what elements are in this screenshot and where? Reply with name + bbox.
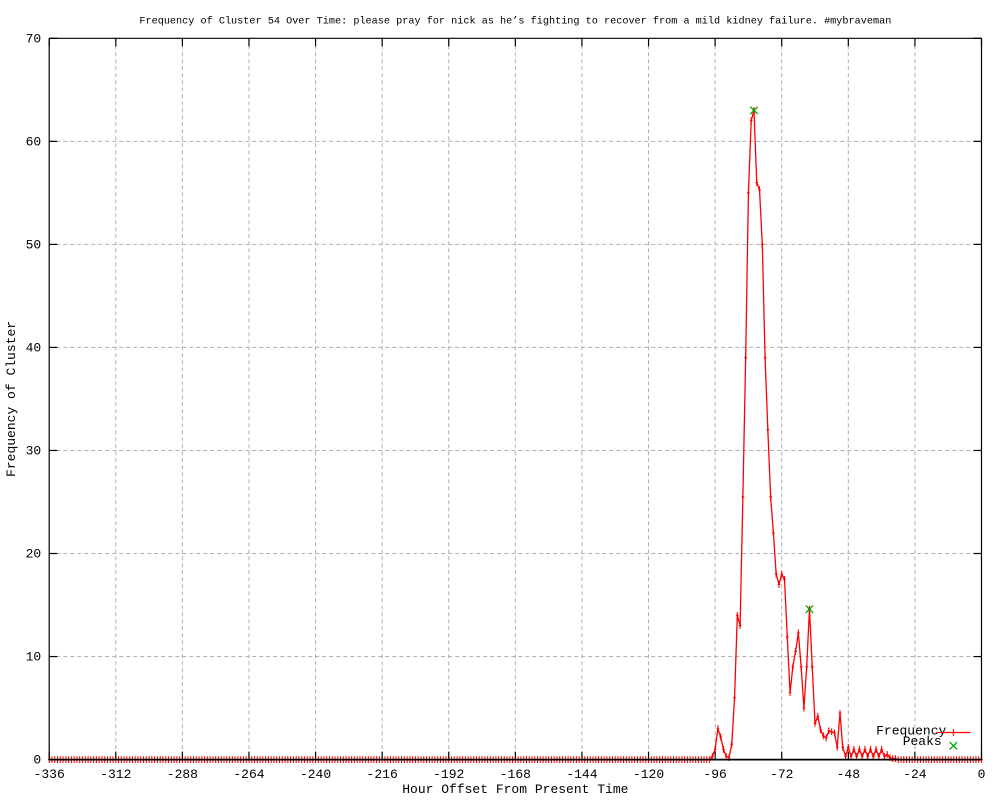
svg-text:60: 60 <box>26 134 42 149</box>
svg-text:-96: -96 <box>703 767 726 782</box>
svg-text:50: 50 <box>26 237 42 252</box>
svg-text:Peaks: Peaks <box>903 734 942 749</box>
svg-text:-312: -312 <box>100 767 131 782</box>
svg-text:-240: -240 <box>300 767 331 782</box>
svg-text:70: 70 <box>26 31 42 46</box>
svg-text:-144: -144 <box>566 767 597 782</box>
svg-text:10: 10 <box>26 650 42 665</box>
svg-text:-48: -48 <box>837 767 860 782</box>
svg-text:0: 0 <box>33 753 41 768</box>
svg-text:Frequency of Cluster 54 Over T: Frequency of Cluster 54 Over Time: pleas… <box>139 16 891 28</box>
svg-text:-168: -168 <box>500 767 531 782</box>
svg-text:Hour Offset From Present Time: Hour Offset From Present Time <box>402 782 628 797</box>
svg-text:Frequency of Cluster: Frequency of Cluster <box>4 321 19 477</box>
svg-text:-192: -192 <box>433 767 464 782</box>
svg-text:-264: -264 <box>233 767 264 782</box>
svg-text:40: 40 <box>26 340 42 355</box>
svg-text:-336: -336 <box>34 767 65 782</box>
svg-text:-288: -288 <box>167 767 198 782</box>
svg-text:-216: -216 <box>367 767 398 782</box>
svg-text:-24: -24 <box>903 767 927 782</box>
svg-text:-120: -120 <box>633 767 664 782</box>
svg-text:30: 30 <box>26 443 42 458</box>
svg-text:0: 0 <box>978 767 986 782</box>
svg-text:-72: -72 <box>770 767 793 782</box>
svg-text:20: 20 <box>26 547 42 562</box>
